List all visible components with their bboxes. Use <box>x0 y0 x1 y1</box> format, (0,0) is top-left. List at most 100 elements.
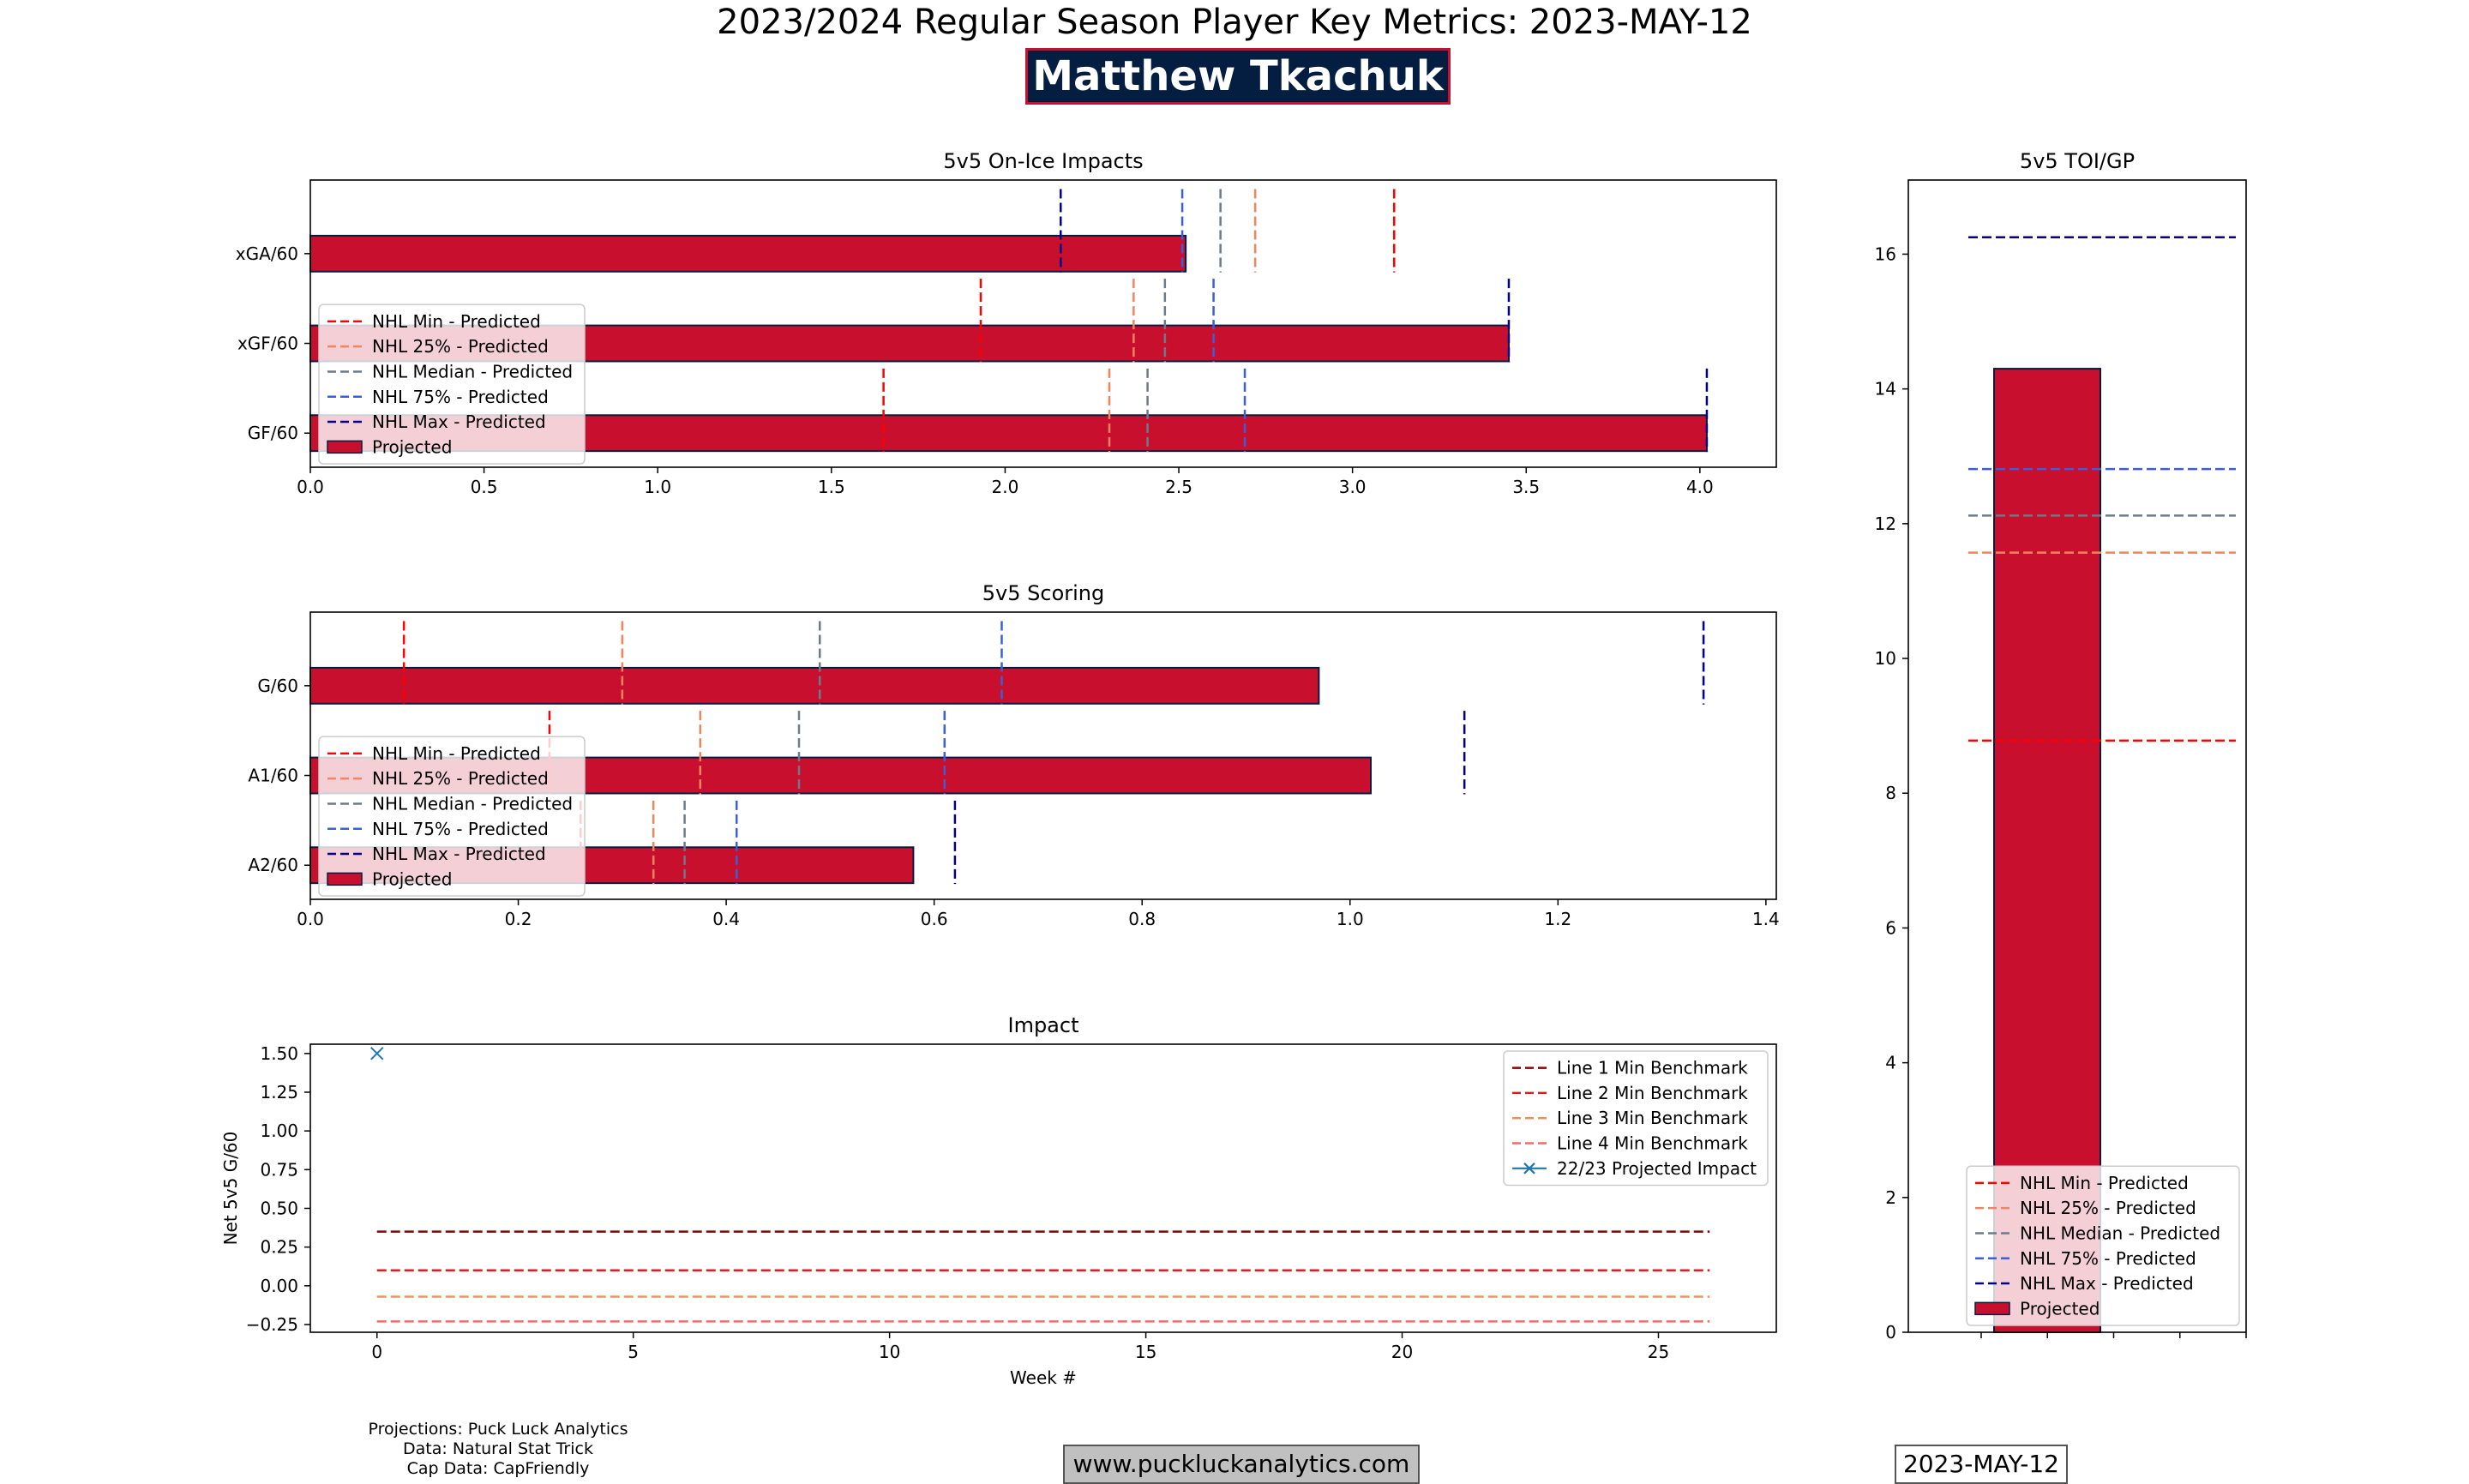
x-tick-label: 0.8 <box>1128 909 1156 929</box>
y-tick-label: 0.00 <box>260 1276 298 1296</box>
legend-entry-label: NHL 75% - Predicted <box>372 819 549 839</box>
legend-entry-label: NHL 75% - Predicted <box>372 387 549 407</box>
y-tick-label: GF/60 <box>248 423 298 443</box>
x-tick-label: 1.4 <box>1752 909 1780 929</box>
axes-frame <box>309 611 1777 900</box>
legend-entry-label: Projected <box>372 868 452 889</box>
legend-entry-label: NHL Max - Predicted <box>2020 1273 2194 1294</box>
credit-data: Data: Natural Stat Trick <box>403 1439 593 1458</box>
y-tick-label: 14 <box>1875 379 1896 400</box>
legend-entry-label: NHL Median - Predicted <box>2020 1223 2220 1243</box>
legend-box <box>318 736 586 897</box>
player-name-badge: Matthew Tkachuk <box>1025 48 1451 105</box>
page-title: 2023/2024 Regular Season Player Key Metr… <box>717 3 1752 42</box>
chart-impact: Impact 0 5 10 15 20 25 −0.25 0.00 0.25 0.50 0.75 1.0… <box>220 1013 1777 1388</box>
x-tick-label: 1.0 <box>1337 909 1364 929</box>
legend-swatch-marker <box>1523 1163 1535 1175</box>
y-tick-label: 10 <box>1875 648 1896 669</box>
y-tick-label: 8 <box>1885 783 1896 803</box>
x-tick-label: 15 <box>1135 1342 1156 1362</box>
y-tick-label: 4 <box>1885 1053 1896 1073</box>
legend-entry-label: Line 3 Min Benchmark <box>1557 1108 1748 1128</box>
chart-title: 5v5 Scoring <box>982 581 1104 605</box>
chart-title: 5v5 On-Ice Impacts <box>943 149 1143 173</box>
credit-projections: Projections: Puck Luck Analytics <box>368 1420 628 1439</box>
axes-frame <box>309 179 1777 468</box>
y-tick-label: 1.00 <box>260 1121 298 1141</box>
y-tick-label: 0.75 <box>260 1159 298 1180</box>
x-tick-label: 0.4 <box>712 909 740 929</box>
legend-entry-label: Projected <box>372 436 452 457</box>
legend-entry-label: NHL 75% - Predicted <box>2020 1248 2196 1269</box>
y-tick-label: 12 <box>1875 514 1896 534</box>
legend-swatch-bar <box>1974 1301 2010 1316</box>
y-tick-label: 1.25 <box>260 1082 298 1102</box>
chart-onice: 5v5 On-Ice Impacts xGA/60 xGF/60 GF/60 0.0 0.… <box>236 149 1777 497</box>
legend-entry-label: NHL 25% - Predicted <box>372 336 549 357</box>
x-tick-label: 25 <box>1648 1342 1669 1362</box>
legend-box <box>1503 1050 1769 1187</box>
bar-g-60 <box>309 666 1320 705</box>
legend-swatch-bar <box>327 872 363 886</box>
y-tick-label: xGF/60 <box>237 333 298 354</box>
y-tick-label: A1/60 <box>248 766 298 786</box>
legend-box <box>318 303 586 465</box>
date-label: 2023-MAY-12 <box>1895 1445 2068 1484</box>
y-tick-label: −0.25 <box>246 1314 298 1335</box>
x-tick-label: 10 <box>879 1342 900 1362</box>
x-tick-label: 1.0 <box>644 477 671 497</box>
x-axis-label: Week # <box>1010 1367 1077 1388</box>
legend-entry-label: NHL Min - Predicted <box>372 743 541 764</box>
y-tick-label: 0 <box>1885 1322 1896 1343</box>
y-tick-label: 0.25 <box>260 1237 298 1258</box>
x-tick-label: 0.6 <box>921 909 948 929</box>
y-tick-label: 1.50 <box>260 1043 298 1064</box>
x-tick-label: 0.0 <box>297 909 324 929</box>
x-tick-label: 0.2 <box>505 909 532 929</box>
chart-scoring: 5v5 Scoring G/60 A1/60 A2/60 0.0 0.2 0.4 0.6 0.8… <box>248 581 1779 929</box>
credits-block: Projections: Puck Luck Analytics Data: N… <box>339 1420 657 1479</box>
x-tick-label: 20 <box>1391 1342 1413 1362</box>
y-tick-label: xGA/60 <box>236 243 298 264</box>
x-tick-label: 3.5 <box>1512 477 1540 497</box>
legend-entry-label: NHL Min - Predicted <box>2020 1173 2189 1193</box>
chart-toi: 5v5 TOI/GP 0 2 4 6 8 10 12 14 16 NHL Min - Predict… <box>1875 149 2247 1343</box>
credit-cap-data: Cap Data: CapFriendly <box>406 1459 590 1478</box>
x-tick-label: 2.0 <box>992 477 1019 497</box>
y-axis-label: Net 5v5 G/60 <box>220 1132 241 1246</box>
legend-swatch-bar <box>327 440 363 454</box>
legend-entry-label: 22/23 Projected Impact <box>1557 1158 1757 1179</box>
y-tick-label: G/60 <box>257 676 298 696</box>
x-tick-label: 3.0 <box>1339 477 1367 497</box>
projected-impact-point <box>370 1047 384 1060</box>
legend-entry-label: Line 1 Min Benchmark <box>1557 1058 1748 1078</box>
legend-entry-label: NHL Median - Predicted <box>372 793 573 814</box>
y-tick-label: A2/60 <box>248 855 298 875</box>
x-tick-label: 4.0 <box>1686 477 1714 497</box>
y-tick-label: 6 <box>1885 917 1896 938</box>
legend-entry-label: Projected <box>2020 1298 2100 1319</box>
x-tick-label: 1.2 <box>1544 909 1571 929</box>
x-tick-label: 0.5 <box>471 477 498 497</box>
legend-entry-label: NHL 25% - Predicted <box>2020 1198 2196 1218</box>
y-tick-label: 16 <box>1875 243 1896 264</box>
x-tick-label: 1.5 <box>818 477 845 497</box>
website-label[interactable]: www.puckluckanalytics.com <box>1063 1445 1420 1484</box>
legend-entry-label: NHL Median - Predicted <box>372 361 573 382</box>
legend-entry-label: NHL Max - Predicted <box>372 412 546 432</box>
x-tick-label: 5 <box>628 1342 639 1362</box>
legend-entry-label: NHL Max - Predicted <box>372 844 546 864</box>
x-tick-label: 2.5 <box>1165 477 1192 497</box>
bar-xga-60 <box>309 234 1187 273</box>
legend-entry-label: Line 4 Min Benchmark <box>1557 1133 1748 1154</box>
chart-title: 5v5 TOI/GP <box>2020 149 2135 173</box>
legend-entry-label: NHL Min - Predicted <box>372 311 541 332</box>
y-tick-label: 2 <box>1885 1187 1896 1208</box>
legend-entry-label: NHL 25% - Predicted <box>372 768 549 789</box>
y-tick-label: 0.50 <box>260 1198 298 1218</box>
axes-frame <box>1907 179 2247 1333</box>
x-tick-label: 0.0 <box>297 477 324 497</box>
legend-entry-label: Line 2 Min Benchmark <box>1557 1083 1748 1103</box>
legend-box <box>1966 1165 2240 1326</box>
